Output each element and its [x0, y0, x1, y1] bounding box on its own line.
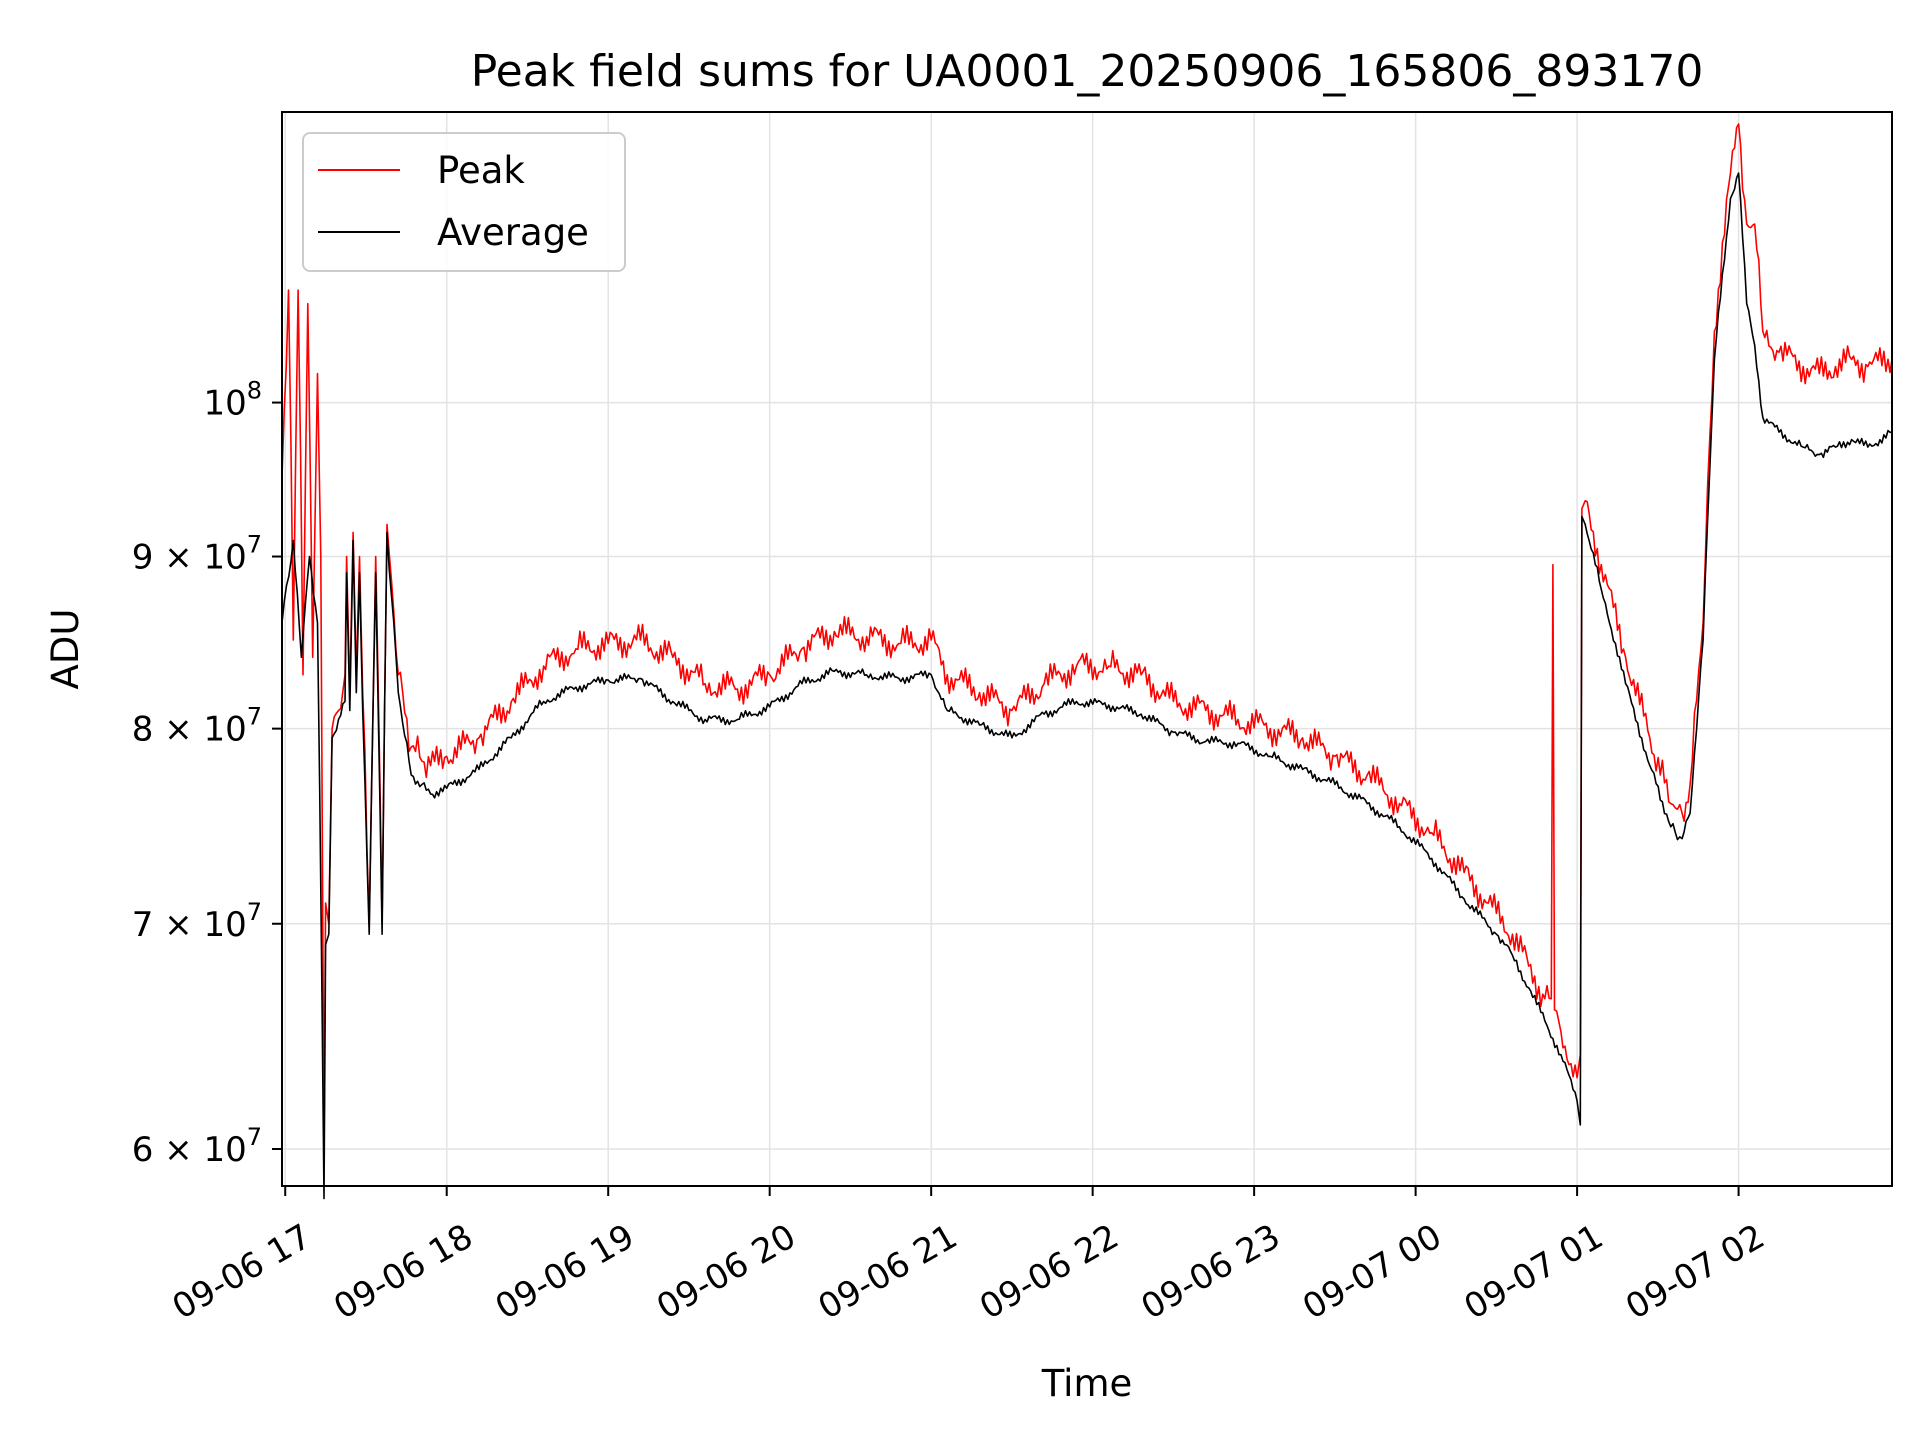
- legend: Peak Average: [302, 132, 626, 272]
- y-tick-label: 6 × 107: [132, 1123, 262, 1170]
- y-tick-label: 8 × 107: [132, 703, 262, 750]
- plot-area: [282, 112, 1892, 1186]
- y-tick-label: 108: [203, 377, 262, 424]
- y-tick-label: 9 × 107: [132, 531, 262, 578]
- legend-box: [302, 132, 626, 272]
- plot-frame: [281, 111, 1893, 1187]
- chart-title: Peak field sums for UA0001_20250906_1658…: [471, 46, 1704, 97]
- y-axis-label: ADU: [44, 609, 87, 690]
- x-axis-label: Time: [1041, 1362, 1133, 1405]
- y-tick-label: 7 × 107: [132, 898, 262, 945]
- series-layer: [281, 123, 1893, 1200]
- legend-label-average: Average: [437, 211, 589, 254]
- legend-label-peak: Peak: [437, 149, 525, 192]
- series-line-average: [281, 172, 1893, 1200]
- series-line-peak: [281, 123, 1893, 1150]
- grid: [282, 112, 1892, 1186]
- y-axis: 6 × 107 7 × 107 8 × 107 9 × 107 108: [132, 377, 282, 1170]
